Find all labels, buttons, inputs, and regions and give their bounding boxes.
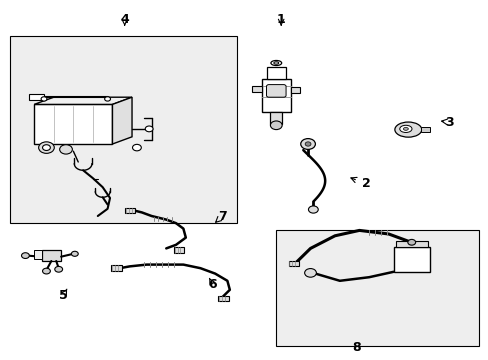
- Circle shape: [304, 269, 316, 277]
- Bar: [218, 296, 228, 301]
- Circle shape: [145, 126, 153, 132]
- Bar: [266, 67, 285, 79]
- Circle shape: [39, 142, 54, 153]
- Bar: [290, 87, 299, 93]
- Circle shape: [270, 121, 282, 130]
- Bar: [261, 79, 290, 112]
- Text: 8: 8: [352, 341, 361, 354]
- Bar: [173, 247, 184, 253]
- Bar: [276, 230, 478, 346]
- Bar: [29, 94, 44, 100]
- Polygon shape: [112, 97, 132, 144]
- Circle shape: [308, 206, 318, 213]
- Bar: [124, 208, 135, 213]
- Bar: [111, 265, 122, 271]
- Polygon shape: [34, 104, 112, 144]
- Text: 3: 3: [445, 116, 453, 129]
- Circle shape: [21, 253, 29, 258]
- Circle shape: [300, 139, 315, 149]
- Ellipse shape: [273, 62, 278, 64]
- Circle shape: [71, 251, 78, 256]
- Text: 4: 4: [120, 13, 129, 26]
- Text: 1: 1: [276, 13, 285, 26]
- Bar: [288, 261, 299, 266]
- Bar: [10, 36, 237, 223]
- Text: 6: 6: [208, 278, 217, 291]
- Ellipse shape: [394, 122, 421, 137]
- Polygon shape: [34, 97, 132, 104]
- Bar: [41, 250, 61, 261]
- Circle shape: [104, 97, 110, 101]
- Circle shape: [42, 268, 50, 274]
- Bar: [34, 250, 41, 259]
- Circle shape: [305, 142, 310, 146]
- Text: 5: 5: [59, 289, 68, 302]
- Bar: [270, 112, 282, 124]
- Ellipse shape: [399, 125, 411, 132]
- Bar: [251, 86, 261, 92]
- FancyBboxPatch shape: [266, 85, 285, 97]
- Ellipse shape: [270, 60, 281, 66]
- Circle shape: [60, 145, 72, 154]
- Bar: [420, 127, 429, 132]
- Circle shape: [407, 239, 415, 245]
- Text: 7: 7: [218, 210, 226, 222]
- Circle shape: [55, 266, 62, 272]
- Bar: [393, 247, 429, 272]
- Circle shape: [42, 145, 50, 150]
- Text: 2: 2: [362, 177, 370, 190]
- Bar: [395, 241, 427, 247]
- Ellipse shape: [403, 127, 407, 130]
- Circle shape: [41, 97, 47, 101]
- Circle shape: [132, 144, 141, 151]
